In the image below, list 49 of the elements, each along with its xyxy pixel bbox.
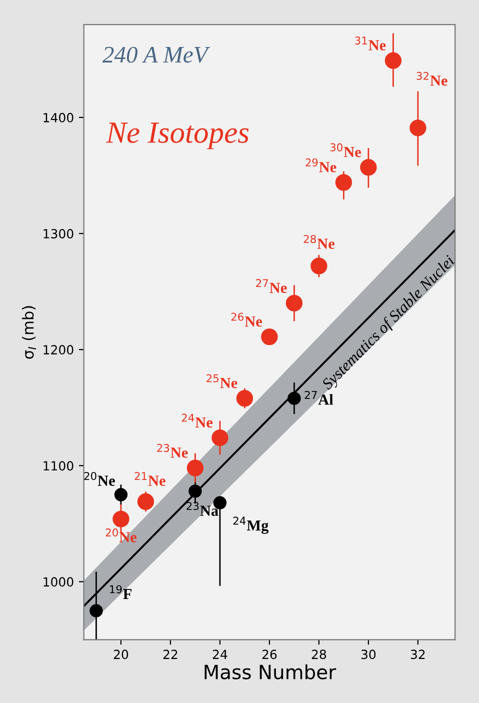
- y-tick-label: 1100: [44, 461, 74, 471]
- x-tick-label: 22: [163, 650, 178, 659]
- annotation: $^{21}$Ne: [134, 472, 166, 486]
- annotation: $^{32}$Ne: [416, 72, 448, 86]
- x-tick-label: 32: [410, 650, 425, 660]
- annotation: $^{26}$Ne: [231, 312, 262, 327]
- annotation: $^{30}$Ne: [330, 143, 361, 158]
- x-axis-title: Mass Number: [204, 664, 336, 680]
- annotation: $^{28}$Ne: [304, 234, 334, 249]
- point: [261, 328, 278, 346]
- annotation: $^{31}$Ne: [355, 36, 386, 50]
- point: [335, 174, 352, 191]
- annotation: $^{19}$F: [110, 585, 132, 600]
- point: [114, 488, 128, 502]
- point: [236, 390, 254, 407]
- x-tick-label: 28: [312, 650, 326, 660]
- point: [137, 493, 154, 510]
- y-tick-label: 1000: [44, 577, 74, 587]
- annotation: $^{20}$Ne: [84, 472, 115, 486]
- x-tick-label: 30: [361, 650, 376, 660]
- annotation: $^{27}$Ne: [256, 279, 287, 293]
- annotation: $^{27}$Al: [304, 390, 334, 405]
- point: [188, 484, 202, 498]
- text: Ne Isotopes: [106, 122, 249, 150]
- point: [112, 510, 130, 528]
- annotation: $^{24}$Mg: [233, 516, 269, 534]
- annotation: $^{20}$Ne: [106, 528, 136, 542]
- y-tick-label: 1400: [44, 112, 74, 122]
- point: [310, 258, 328, 274]
- x-tick-label: 26: [262, 650, 277, 660]
- point: [384, 52, 402, 69]
- point: [286, 294, 303, 312]
- annotation: 240 A MeV: [102, 46, 210, 63]
- y-axis-title: σ$_{I}$ (mb): [22, 306, 36, 359]
- point: [360, 159, 377, 176]
- annotation: $^{24}$Ne: [182, 414, 213, 428]
- point: [410, 120, 426, 136]
- annotation: $^{25}$Ne: [206, 374, 238, 388]
- y-tick-label: 1200: [44, 345, 74, 355]
- annotation: $^{29}$Ne: [306, 158, 336, 172]
- x-tick-label: 20: [114, 650, 128, 660]
- point: [288, 392, 301, 405]
- point: [186, 460, 204, 476]
- y-tick-label: 1300: [44, 228, 74, 238]
- x-tick-label: 24: [212, 650, 228, 659]
- point: [212, 429, 228, 446]
- point: [90, 604, 103, 618]
- annotation: $^{23}$Na: [186, 502, 218, 516]
- annotation: $^{23}$Ne: [157, 444, 188, 458]
